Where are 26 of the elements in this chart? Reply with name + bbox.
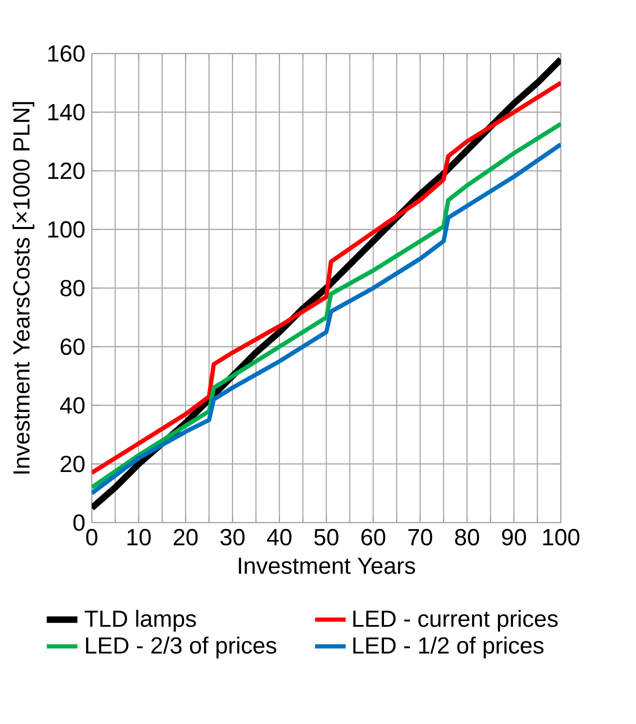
x-tick-label: 60 <box>362 528 386 546</box>
y-tick-label: 80 <box>60 280 85 296</box>
x-tick-label: 70 <box>408 528 432 546</box>
x-tick-label: 80 <box>455 528 480 546</box>
x-tick-label: 90 <box>502 528 526 546</box>
y-tick-label: 160 <box>48 45 85 62</box>
y-tick-label: 120 <box>48 162 85 180</box>
x-tick-label: 10 <box>128 528 151 546</box>
legend-label: LED - 2/3 of prices <box>86 636 276 658</box>
x-tick-label: 0 <box>86 528 98 546</box>
y-tick-label: 100 <box>48 221 85 238</box>
legend-label: LED - current prices <box>353 610 558 632</box>
x-tick-label: 100 <box>543 528 580 546</box>
x-tick-label: 50 <box>314 528 338 546</box>
x-tick-label: 30 <box>220 528 245 546</box>
y-tick-label: 20 <box>60 456 85 472</box>
y-axis-title: Investment YearsCosts [×1000 PLN] <box>12 102 34 474</box>
legend-label: TLD lamps <box>84 610 196 632</box>
y-tick-label: 140 <box>48 104 85 120</box>
y-tick-label: 0 <box>73 514 85 531</box>
x-tick-label: 20 <box>174 528 198 546</box>
x-tick-label: 40 <box>267 528 292 546</box>
y-tick-label: 40 <box>60 397 85 414</box>
x-axis-title: Investment Years <box>239 558 416 574</box>
legend-label: LED - 1/2 of prices <box>353 636 544 658</box>
y-tick-label: 60 <box>60 338 85 355</box>
